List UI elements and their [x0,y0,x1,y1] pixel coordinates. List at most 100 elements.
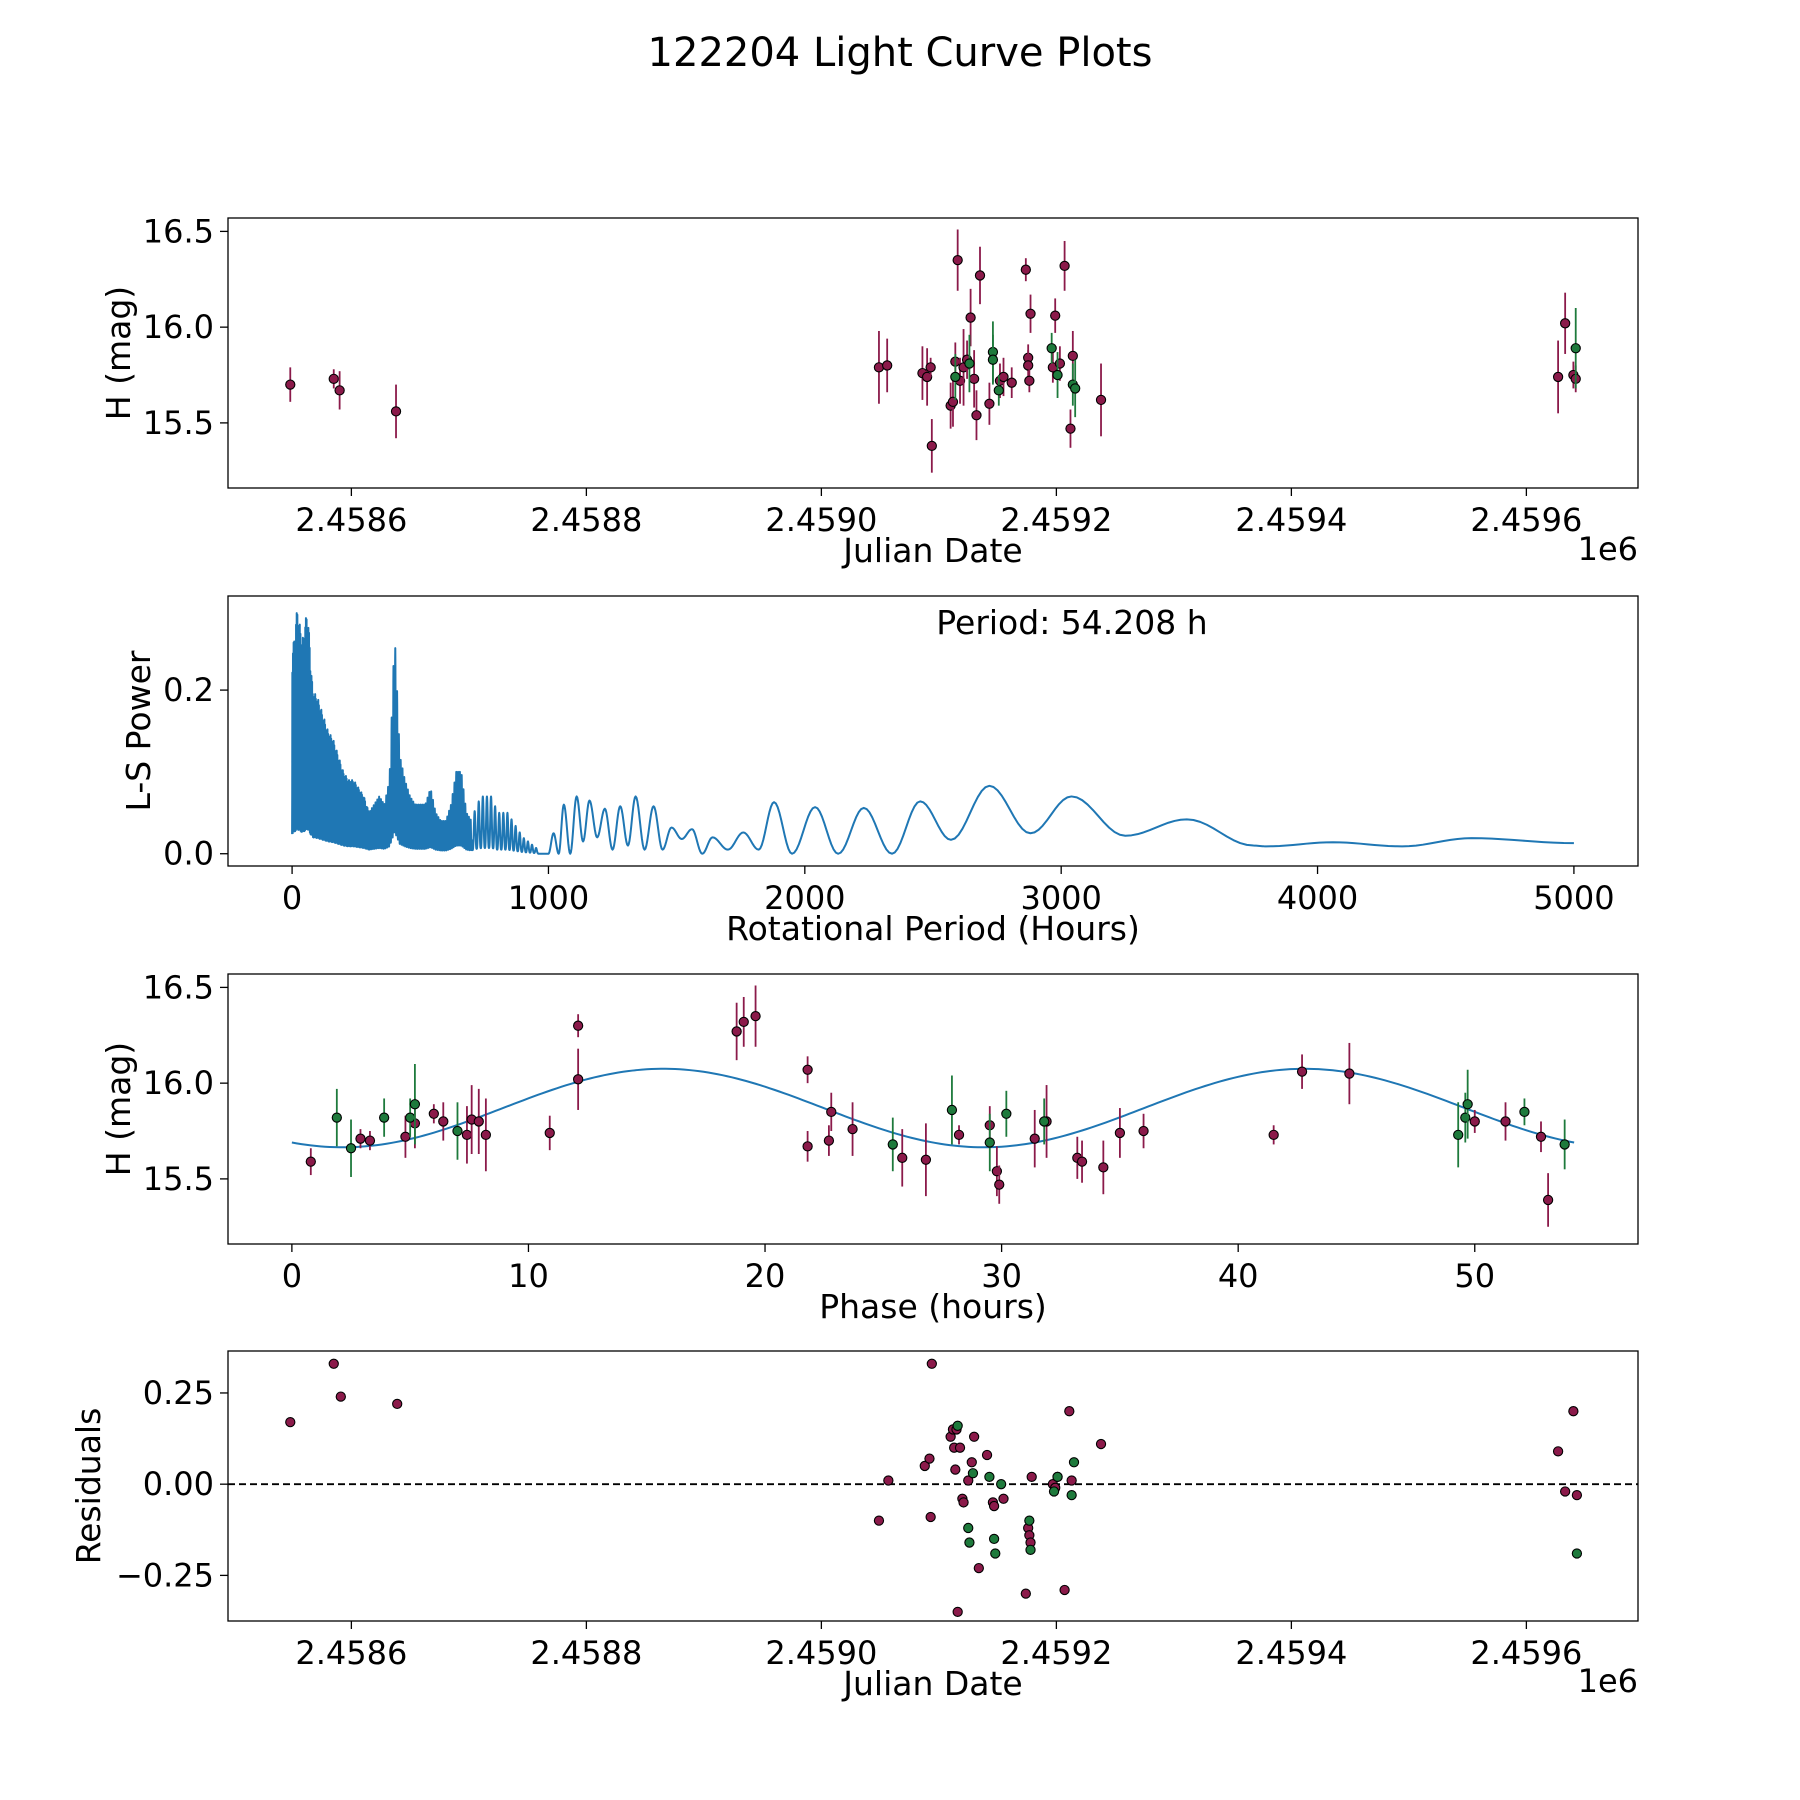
residuals-x-tick-label: 2.4586 [295,1634,407,1672]
periodogram-y-label: L-S Power [119,650,158,811]
phased-data-point [1114,1127,1126,1139]
residuals-data-point [950,1464,961,1475]
lightcurve-data-point [1095,394,1107,406]
phased-data-point [438,1116,449,1127]
residuals-data-point [1560,1486,1571,1497]
residuals-data-point [990,1548,1001,1559]
residuals-y-tick-label: −0.25 [116,1556,214,1594]
residuals-data-point [996,1479,1007,1490]
residuals-y-ticks: 0.25 0.00 −0.25 [116,1374,228,1594]
lightcurve-data-point [1052,369,1063,381]
residuals-data-point [984,1471,995,1483]
residuals-data-point [335,1391,346,1402]
residuals-data-point [1571,1489,1583,1501]
phased-data-point [572,1020,584,1031]
phased-x-ticks: 0 10 20 30 40 50 [282,1244,1495,1295]
figure-title: 122204 Light Curve Plots [648,30,1153,76]
residuals-x-tick-label: 2.4594 [1235,1634,1347,1672]
phased-data-point [1344,1068,1355,1079]
lightcurve-data-point [984,398,995,409]
residuals-marks [228,1358,1638,1618]
lightcurve-data-point [1065,423,1076,434]
lightcurve-y-tick-label: 16.0 [143,308,214,346]
residuals-data-point [883,1475,894,1486]
lightcurve-data-point [1552,371,1564,383]
residuals-x-label: Julian Date [841,1664,1023,1703]
phased-data-point [1268,1129,1279,1141]
lightcurve-x-tick-label: 2.4596 [1470,501,1582,539]
phased-data-point [750,1010,761,1022]
lightcurve-data-point [998,371,1009,383]
phased-data-point [461,1129,473,1141]
phased-data-point [897,1152,908,1163]
residuals-data-point [924,1453,935,1464]
phased-data-point [405,1112,416,1123]
phased-data-point [1029,1133,1040,1144]
phased-data-point [738,1016,749,1028]
residuals-data-point [963,1475,974,1486]
phased-data-point [1453,1129,1464,1141]
residuals-y-label: Residuals [69,1408,108,1565]
lightcurve-data-point [1006,377,1017,388]
phased-x-tick-label: 40 [1218,1257,1259,1295]
residuals-data-point [1068,1457,1080,1468]
phased-marks [291,985,1575,1227]
lightcurve-data-point [1020,264,1031,275]
lightcurve-x-tick-label: 2.4588 [530,501,642,539]
lightcurve-x-tick-label: 2.4586 [295,501,407,539]
lightcurve-data-point [328,373,339,385]
residuals-data-point [328,1358,339,1369]
residuals-x-tick-label: 2.4596 [1470,1634,1582,1672]
phased-data-point [802,1141,813,1152]
residuals-data-point [1020,1588,1031,1599]
phased-x-label: Phase (hours) [819,1287,1047,1326]
periodogram-x-tick-label: 1000 [508,879,589,917]
residuals-data-point [952,1420,963,1431]
periodogram-x-tick-label: 0 [282,879,302,917]
phased-x-tick-label: 20 [745,1257,786,1295]
lightcurve-data-point [1070,383,1081,394]
residuals-data-point [973,1562,984,1574]
phased-data-point [1462,1099,1473,1110]
lightcurve-data-point [926,440,937,452]
residuals-panel: 2.4586 2.4588 2.4590 2.4592 2.4594 2.4596 0.2… [69,1350,1639,1703]
phased-data-point [1076,1156,1088,1167]
phased-data-point [953,1129,965,1141]
periodogram-y-tick-label: 0.2 [163,671,214,709]
phased-y-tick-label: 15.5 [143,1160,214,1198]
residuals-data-point [988,1533,1000,1545]
phased-data-point [1535,1131,1547,1142]
phased-y-tick-label: 16.0 [143,1064,214,1102]
phased-data-point [1500,1116,1511,1127]
phased-data-point [544,1127,555,1139]
lightcurve-data-point [1024,375,1035,386]
residuals-data-point [873,1515,885,1526]
residuals-data-point [1052,1471,1063,1483]
periodogram-y-ticks: 0.0 0.2 [163,671,228,873]
phased-data-point [1098,1162,1109,1173]
phased-x-tick-label: 50 [1454,1257,1495,1295]
residuals-x-tick-label: 2.4592 [1000,1634,1112,1672]
phased-data-point [826,1106,837,1118]
residuals-x-tick-label: 2.4588 [530,1634,642,1672]
lightcurve-data-point [993,385,1004,396]
lightcurve-data-point [964,358,975,369]
lightcurve-y-tick-label: 15.5 [143,404,214,442]
lightcurve-x-tick-label: 2.4592 [1000,501,1112,539]
phased-data-point [1559,1139,1570,1150]
periodogram-x-tick-label: 2000 [764,879,845,917]
lightcurve-data-point [334,385,345,396]
residuals-data-point [1059,1584,1070,1596]
periodogram-power-line [291,612,1574,855]
periodogram-y-tick-label: 0.0 [163,835,214,873]
phased-data-point [364,1135,376,1146]
lightcurve-y-tick-label: 16.5 [143,212,214,250]
residuals-frame [227,1350,1639,1622]
residuals-data-point [1048,1486,1060,1497]
lightcurve-data-point [390,406,402,417]
phased-data-point [331,1112,342,1123]
phased-data-point [887,1139,898,1150]
lightcurve-data-point [1067,350,1078,362]
phased-data-point [847,1123,858,1135]
lightcurve-x-ticks: 2.4586 2.4588 2.4590 2.4592 2.4594 2.4596 [295,488,1582,539]
